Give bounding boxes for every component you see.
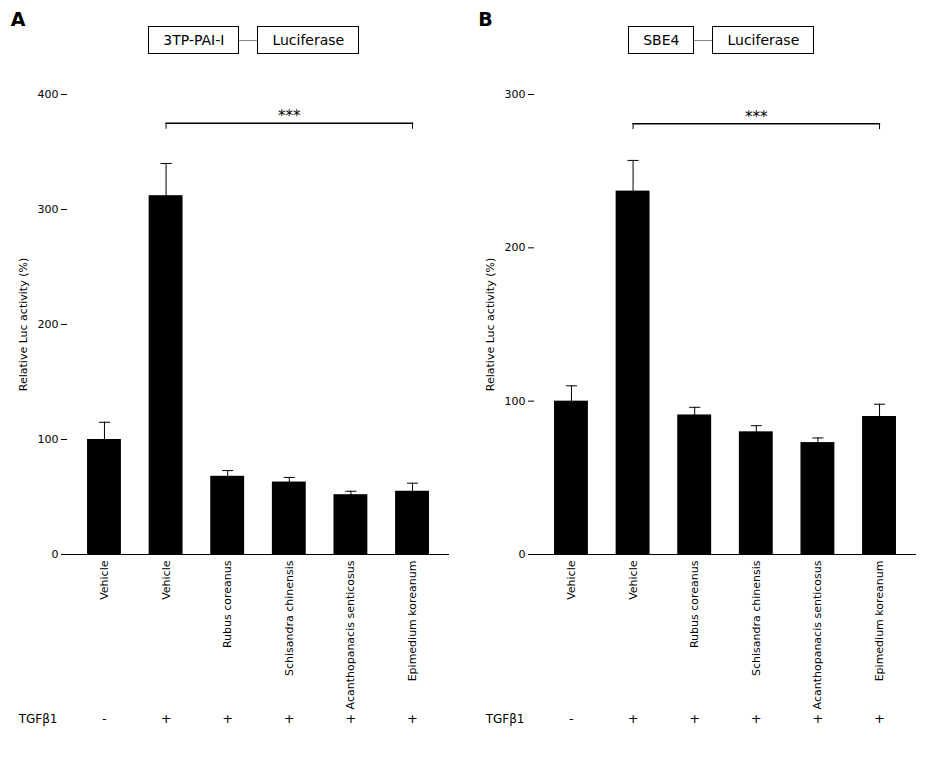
svg-text:+: + [813, 711, 824, 726]
html-text:Luciferase: Luciferase [272, 32, 345, 48]
svg-text:Rubus coreanus: Rubus coreanus [688, 560, 701, 648]
svg-text:0: 0 [51, 548, 58, 561]
svg-text:+: + [345, 711, 356, 726]
html-text:Luciferase: Luciferase [727, 32, 800, 48]
svg-text:300: 300 [37, 203, 58, 216]
svg-text:+: + [689, 711, 700, 726]
svg-text:Vehicle: Vehicle [98, 560, 111, 600]
svg-text:+: + [407, 711, 418, 726]
svg-text:Schisandra chinensis: Schisandra chinensis [750, 560, 763, 676]
svg-text:Schisandra chinensis: Schisandra chinensis [283, 560, 296, 676]
html-text:3TP-PAI-I: 3TP-PAI-I [163, 32, 225, 48]
html-text:A: A [10, 8, 26, 30]
svg-text:+: + [222, 711, 233, 726]
svg-text:200: 200 [505, 241, 526, 254]
svg-text:+: + [284, 711, 295, 726]
svg-text:Vehicle: Vehicle [565, 560, 578, 600]
svg-text:Vehicle: Vehicle [159, 560, 172, 600]
svg-text:+: + [628, 711, 639, 726]
svg-text:+: + [751, 711, 762, 726]
svg-text:Rubus coreanus: Rubus coreanus [221, 560, 234, 648]
svg-text:Relative Luc activity (%): Relative Luc activity (%) [17, 258, 30, 391]
svg-text:100: 100 [37, 433, 58, 446]
svg-text:Acanthopanacis senticosus: Acanthopanacis senticosus [344, 560, 357, 709]
svg-text:300: 300 [505, 88, 526, 101]
svg-text:400: 400 [37, 88, 58, 101]
svg-text:-: - [102, 711, 107, 726]
svg-text:+: + [160, 711, 171, 726]
svg-text:Acanthopanacis senticosus: Acanthopanacis senticosus [812, 560, 825, 709]
svg-text:+: + [874, 711, 885, 726]
svg-text:-: - [569, 711, 574, 726]
svg-text:TGFβ1: TGFβ1 [17, 712, 57, 726]
html-text:SBE4: SBE4 [643, 32, 680, 48]
svg-text:0: 0 [519, 548, 526, 561]
svg-text:***: *** [278, 107, 301, 125]
svg-text:TGFβ1: TGFβ1 [485, 712, 525, 726]
svg-text:100: 100 [505, 395, 526, 408]
svg-text:Vehicle: Vehicle [627, 560, 640, 600]
html-text:B: B [478, 8, 493, 30]
svg-text:Epimedium koreanum: Epimedium koreanum [873, 561, 886, 682]
svg-text:***: *** [745, 108, 768, 126]
svg-text:Relative Luc activity (%): Relative Luc activity (%) [485, 258, 498, 391]
svg-text:Epimedium koreanum: Epimedium koreanum [406, 561, 419, 682]
svg-text:200: 200 [37, 318, 58, 331]
